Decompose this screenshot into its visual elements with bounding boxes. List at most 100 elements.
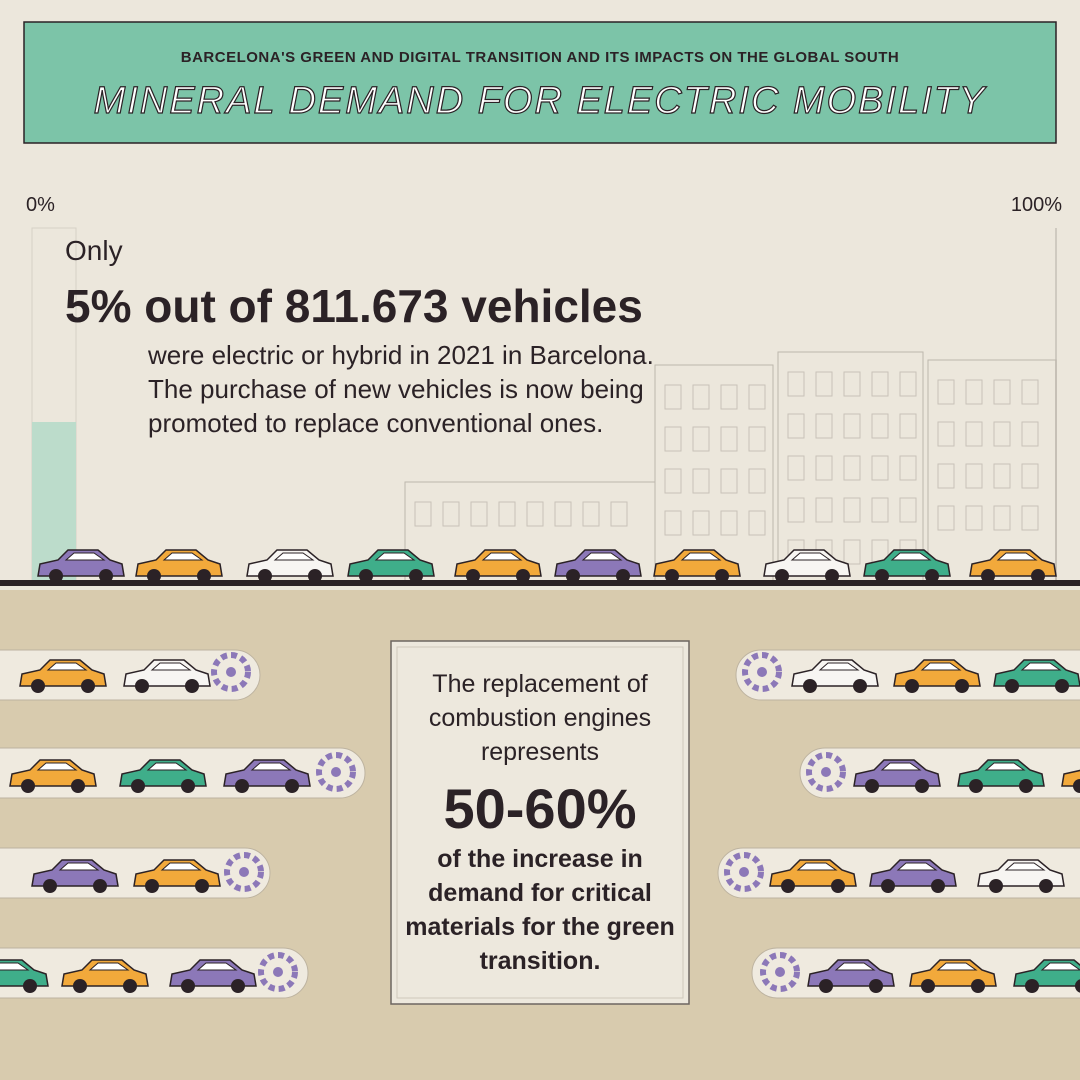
car [123, 659, 211, 693]
wheel [93, 879, 107, 893]
window [748, 510, 766, 536]
gear-hub [739, 867, 749, 877]
car-window [996, 552, 1038, 561]
car-body [653, 549, 741, 577]
gear-hub [821, 767, 831, 777]
wheel [925, 569, 939, 583]
wheel [1055, 679, 1069, 693]
car [19, 659, 107, 693]
box-tail: of the increase in [437, 845, 643, 873]
car-window [58, 862, 100, 871]
wheel [1005, 679, 1019, 693]
wheel [803, 679, 817, 693]
info-box-inner [396, 646, 684, 999]
car-body [769, 859, 857, 887]
car [246, 549, 334, 583]
car [347, 549, 435, 583]
car [769, 859, 857, 893]
window [965, 379, 983, 405]
wheel [781, 879, 795, 893]
car-window [936, 962, 978, 971]
car-window [88, 962, 130, 971]
window [1021, 421, 1039, 447]
scale-min: 0% [26, 194, 55, 216]
window [664, 426, 682, 452]
box-figure: 50-60% [443, 777, 636, 840]
car [61, 959, 149, 993]
gear-hub [757, 667, 767, 677]
wheel [955, 679, 969, 693]
header-box [23, 21, 1057, 144]
car-body [791, 659, 879, 687]
gear [742, 652, 782, 692]
gear [316, 752, 356, 792]
wheel [616, 569, 630, 583]
wheel [466, 569, 480, 583]
wheel [869, 979, 883, 993]
wheel [123, 979, 137, 993]
car [993, 659, 1080, 693]
window [815, 455, 833, 481]
car-window [818, 662, 860, 671]
window [787, 413, 805, 439]
wheel [181, 979, 195, 993]
window [993, 379, 1011, 405]
window [965, 463, 983, 489]
car-window [146, 762, 188, 771]
wheel [921, 979, 935, 993]
wheel [989, 879, 1003, 893]
stat-body: promoted to replace conventional ones. [148, 408, 603, 438]
box-lead: The replacement of [432, 670, 647, 698]
wheel [135, 679, 149, 693]
window [664, 384, 682, 410]
car [119, 759, 207, 793]
scale-max: 100% [1011, 194, 1062, 216]
gear-hub [775, 967, 785, 977]
window [1021, 379, 1039, 405]
car-body [9, 759, 97, 787]
box-tail: materials for the green [405, 913, 675, 941]
window [899, 497, 917, 523]
window [937, 463, 955, 489]
window [787, 497, 805, 523]
car-window [150, 662, 192, 671]
car [869, 859, 957, 893]
car-body [246, 549, 334, 577]
car-body [135, 549, 223, 577]
window [748, 468, 766, 494]
car-body [909, 959, 997, 987]
window [748, 426, 766, 452]
car-body [763, 549, 851, 577]
car [0, 959, 49, 993]
car-window [273, 552, 315, 561]
car-body [123, 659, 211, 687]
window [748, 384, 766, 410]
car [31, 859, 119, 893]
car-window [581, 552, 623, 561]
car-body [554, 549, 642, 577]
window [993, 421, 1011, 447]
wheel [49, 569, 63, 583]
car [969, 549, 1057, 583]
car [1013, 959, 1080, 993]
car-body [893, 659, 981, 687]
wheel [181, 779, 195, 793]
window [871, 413, 889, 439]
car-body [347, 549, 435, 577]
wheel [566, 569, 580, 583]
window [1021, 505, 1039, 531]
window [843, 371, 861, 397]
car [807, 959, 895, 993]
car-body [119, 759, 207, 787]
car [135, 549, 223, 583]
car-window [64, 552, 106, 561]
stat-body: The purchase of new vehicles is now bein… [148, 374, 644, 404]
car [1061, 769, 1080, 793]
wheel [145, 879, 159, 893]
car [37, 549, 125, 583]
window [787, 455, 805, 481]
window [871, 455, 889, 481]
window [498, 501, 516, 527]
box-lead: combustion engines [429, 704, 651, 732]
car [763, 549, 851, 583]
